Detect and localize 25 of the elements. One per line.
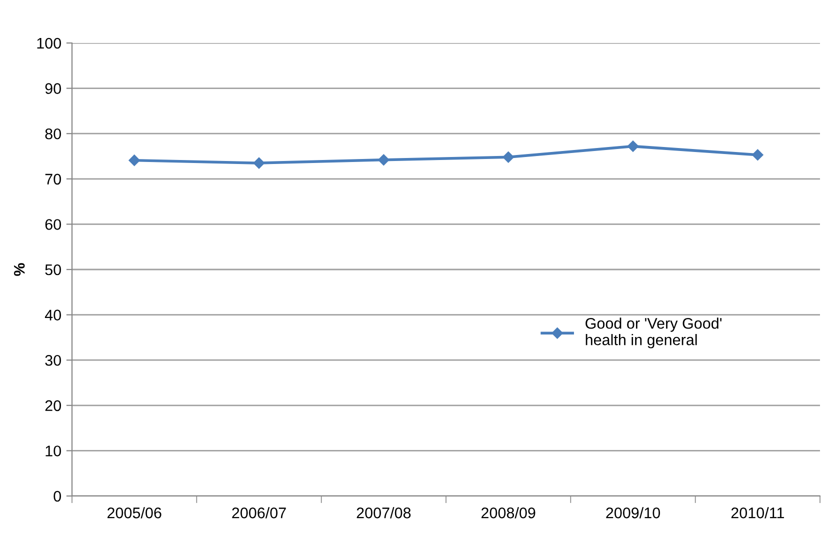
y-tick-label: 10 xyxy=(46,446,61,456)
x-tick-label: 2005/06 xyxy=(107,507,162,518)
y-tick-label: 50 xyxy=(45,264,61,276)
point xyxy=(253,157,265,169)
y-tick-label: 60 xyxy=(45,219,61,230)
point xyxy=(128,154,140,166)
point xyxy=(627,140,639,152)
y-tick-label: 100 xyxy=(37,38,61,49)
y-tick-label: 30 xyxy=(45,354,61,366)
y-tick-label: 90 xyxy=(45,83,61,94)
y-tick-label: 70 xyxy=(45,174,61,185)
y-tick-label: 80 xyxy=(45,128,61,140)
point xyxy=(378,154,390,166)
x-tick-label: 2009/10 xyxy=(606,507,660,518)
legend-label: Good or 'Very Good' health in general xyxy=(586,318,722,348)
y-tick-label: 20 xyxy=(45,400,61,412)
y-tick-label: 0 xyxy=(54,490,61,502)
point xyxy=(502,152,514,163)
y-tick-label: 40 xyxy=(44,310,61,320)
y-axis-title: % xyxy=(14,263,25,276)
point xyxy=(752,149,764,160)
x-tick-label: 2010/11 xyxy=(731,507,784,518)
x-tick-label: 2008/09 xyxy=(481,507,536,518)
x-tick-label: 2006/07 xyxy=(232,507,286,518)
x-tick-label: 2007/08 xyxy=(356,507,411,518)
